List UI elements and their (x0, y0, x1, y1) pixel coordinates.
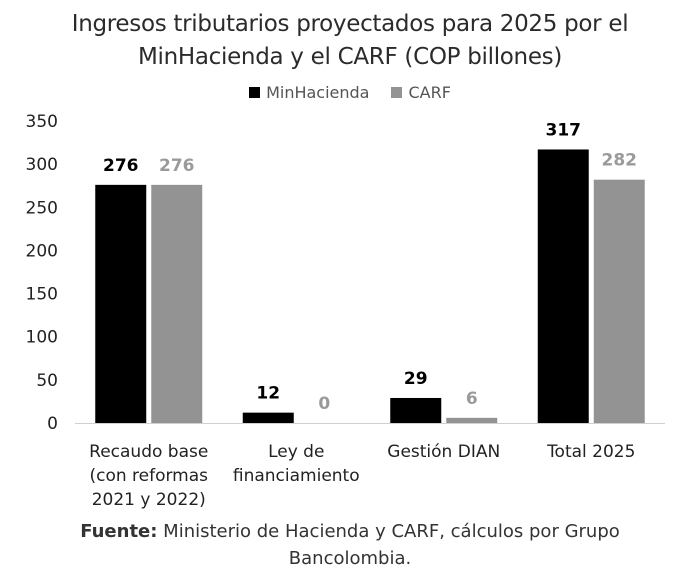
y-tick-label: 100 (26, 328, 58, 348)
data-label-minhacienda: 12 (256, 384, 280, 404)
x-tick-label-line: 2021 y 2022) (92, 490, 206, 510)
y-tick-label: 250 (26, 198, 58, 218)
bar-carf (151, 184, 203, 423)
x-tick-label-line: Ley de (268, 442, 324, 462)
data-label-minhacienda: 29 (404, 369, 428, 389)
chart-title: Ingresos tributarios proyectados para 20… (0, 8, 700, 74)
bar-minhacienda (537, 149, 589, 423)
x-tick-label-line: financiamiento (233, 466, 360, 486)
source-line-1: Fuente: Ministerio de Hacienda y CARF, c… (0, 518, 700, 545)
x-tick-label: Total 2025 (546, 442, 635, 462)
data-label-carf: 0 (318, 394, 330, 414)
data-label-carf: 282 (602, 151, 638, 171)
x-tick-label: Recaudo base (con reformas 2021 y 2022) (89, 442, 208, 510)
y-tick-label: 50 (36, 371, 58, 391)
bar-minhacienda (95, 184, 147, 423)
data-label-carf: 276 (159, 156, 195, 176)
source-label: Fuente: (80, 521, 158, 542)
source-note: Fuente: Ministerio de Hacienda y CARF, c… (0, 518, 700, 572)
x-tick-label-line: Recaudo base (89, 442, 208, 462)
legend-swatch-minhacienda (249, 87, 261, 98)
legend-label-carf: CARF (408, 83, 451, 102)
legend-swatch-carf (391, 87, 403, 98)
data-label-minhacienda: 276 (103, 156, 139, 176)
y-tick-label: 200 (26, 241, 58, 261)
y-tick-label: 150 (26, 285, 58, 305)
legend-label-minhacienda: MinHacienda (266, 83, 370, 102)
chart-title-line-1: Ingresos tributarios proyectados para 20… (71, 11, 629, 37)
chart-title-line-2: MinHacienda y el CARF (COP billones) (137, 44, 563, 70)
x-tick-label: Ley de financiamiento (233, 442, 360, 486)
bar-minhacienda (390, 397, 442, 423)
bar-carf (446, 417, 498, 423)
y-tick-label: 0 (47, 414, 58, 434)
source-text-1: Ministerio de Hacienda y CARF, cálculos … (157, 521, 620, 542)
x-tick-label-line: (con reformas (89, 466, 208, 486)
data-label-minhacienda: 317 (546, 120, 582, 140)
legend-item-carf: CARF (391, 83, 451, 102)
source-line-2: Bancolombia. (288, 548, 412, 569)
y-tick-label: 350 (26, 112, 58, 132)
x-tick-label-line: Gestión DIAN (387, 442, 500, 462)
legend-item-minhacienda: MinHacienda (249, 83, 369, 102)
data-label-carf: 6 (466, 389, 478, 409)
bar-chart: 0 50 100 150 200 250 300 350 276 276 Recaudo base (… (26, 112, 665, 510)
bar-carf (593, 179, 645, 423)
x-tick-label-line: Total 2025 (546, 442, 635, 462)
y-tick-label: 300 (26, 155, 58, 175)
x-tick-label: Gestión DIAN (387, 442, 500, 462)
chart-legend: MinHacienda CARF (0, 83, 700, 102)
bar-minhacienda (242, 412, 294, 423)
